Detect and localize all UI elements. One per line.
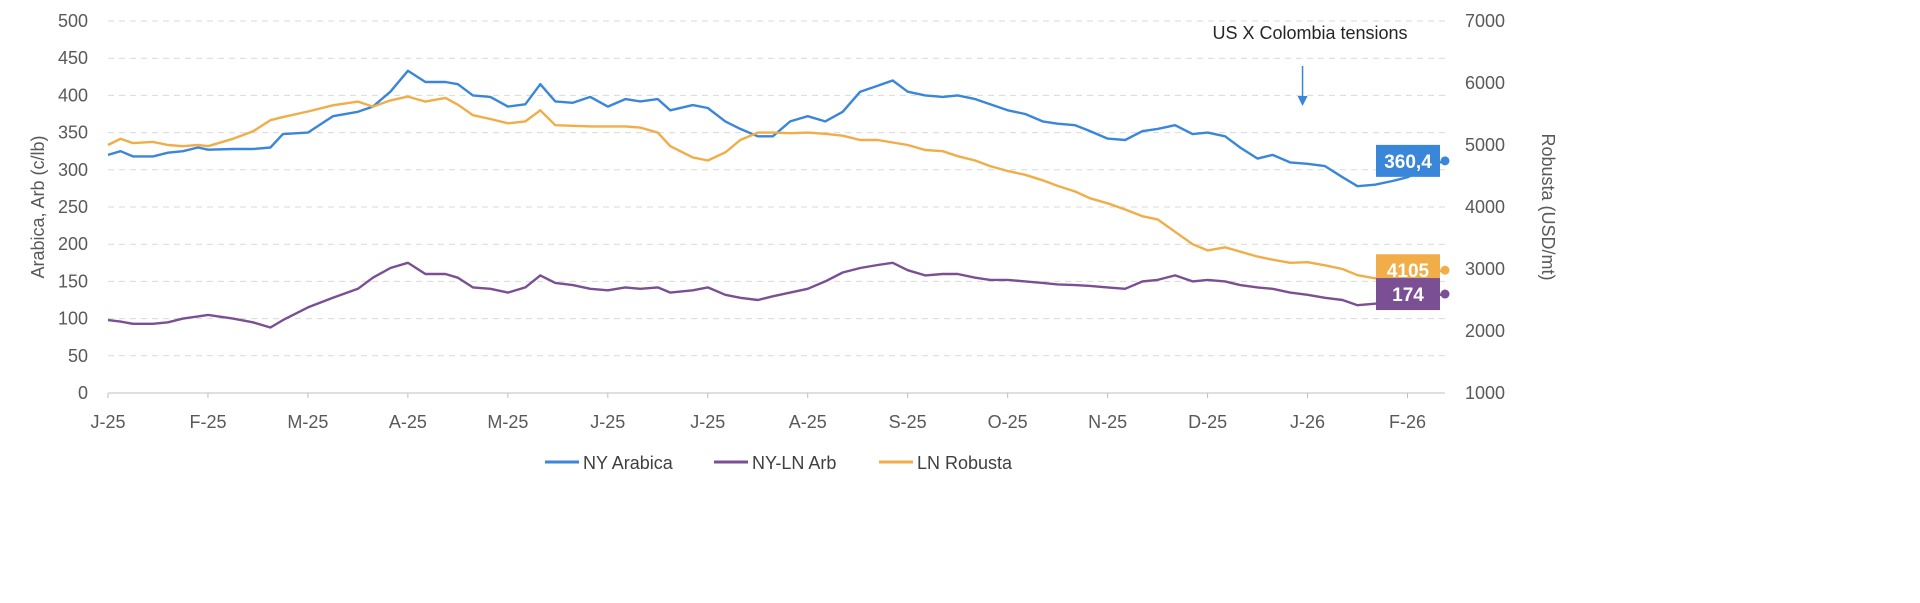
series-line-ny-ln-arb [107, 261, 1446, 329]
annotation-arrow-head [1297, 96, 1308, 106]
end-badge-label: 4105 [1387, 261, 1430, 282]
left-axis-title: Arabica, Arb (c/lb) [28, 135, 48, 278]
x-tick-label: J-25 [590, 412, 625, 432]
right-tick-label: 1000 [1465, 383, 1505, 403]
end-point-ny-ln-arb [1440, 289, 1450, 299]
right-tick-label: 6000 [1465, 73, 1505, 93]
right-tick-label: 7000 [1465, 11, 1505, 31]
left-tick-label: 400 [58, 85, 88, 105]
x-tick-label: O-25 [988, 412, 1028, 432]
series-lines [107, 69, 1446, 329]
x-tick-label: A-25 [389, 412, 427, 432]
line-chart: 0 50 100 150 200 250 300 350 400 450 500 1000 2000 3… [28, 11, 1558, 473]
left-tick-label: 200 [58, 234, 88, 254]
right-tick-label: 3000 [1465, 259, 1505, 279]
series-line-ln-robusta [107, 95, 1446, 280]
end-point-ny-arabica [1440, 156, 1450, 166]
x-tick-label: M-25 [487, 412, 528, 432]
right-tick-label: 4000 [1465, 197, 1505, 217]
end-badge-label: 174 [1392, 285, 1424, 306]
end-badge-ny-arabica [1376, 144, 1440, 177]
left-tick-label: 50 [68, 346, 88, 366]
left-tick-label: 250 [58, 197, 88, 217]
end-markers: 360,4 4105 174 [1376, 144, 1450, 311]
end-point-ln-robusta [1440, 265, 1450, 275]
right-tick-label: 5000 [1465, 135, 1505, 155]
left-axis-ticks: 0 50 100 150 200 250 300 350 400 450 500 [58, 11, 88, 403]
right-axis-ticks: 1000 2000 3000 4000 5000 6000 7000 [1465, 11, 1505, 403]
legend-label-ny-ln-arb: NY-LN Arb [752, 453, 836, 473]
end-badge-ny-ln-arb [1376, 278, 1440, 311]
x-axis-ticks: J-25 F-25 M-25 A-25 M-25 J-25 J-25 A-25 S-25 O-25… [90, 393, 1426, 432]
x-tick-label: D-25 [1188, 412, 1227, 432]
legend-label-ny-arabica: NY Arabica [583, 453, 674, 473]
x-tick-label: M-25 [287, 412, 328, 432]
left-tick-label: 300 [58, 160, 88, 180]
series-line-ny-arabica [107, 69, 1446, 188]
left-tick-label: 500 [58, 11, 88, 31]
gridlines [108, 20, 1445, 357]
left-tick-label: 450 [58, 48, 88, 68]
x-tick-label: J-25 [90, 412, 125, 432]
left-tick-label: 150 [58, 271, 88, 291]
legend: NY Arabica NY-LN Arb LN Robusta [545, 453, 1013, 473]
annotation-text: US X Colombia tensions [1212, 23, 1407, 43]
legend-label-ln-robusta: LN Robusta [917, 453, 1013, 473]
x-tick-label: A-25 [789, 412, 827, 432]
left-tick-label: 0 [78, 383, 88, 403]
right-tick-label: 2000 [1465, 321, 1505, 341]
x-tick-label: N-25 [1088, 412, 1127, 432]
x-tick-label: J-26 [1290, 412, 1325, 432]
x-tick-label: F-25 [189, 412, 226, 432]
x-tick-label: F-26 [1389, 412, 1426, 432]
right-axis-title: Robusta (USD/mt) [1538, 133, 1558, 280]
end-badge-label: 360,4 [1384, 152, 1432, 173]
left-tick-label: 350 [58, 123, 88, 143]
x-tick-label: J-25 [690, 412, 725, 432]
x-tick-label: S-25 [889, 412, 927, 432]
annotation: US X Colombia tensions [1212, 23, 1408, 106]
left-tick-label: 100 [58, 309, 88, 329]
